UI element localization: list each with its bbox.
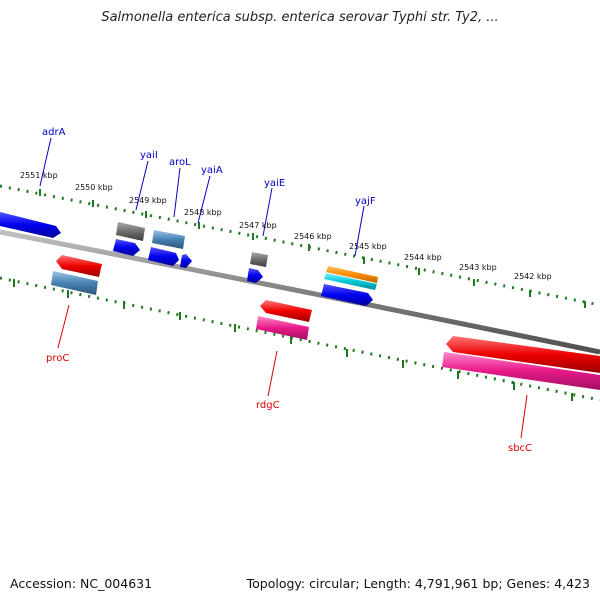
scale-label: 2544 kbp (404, 253, 442, 262)
gene-label-yaiI: yaiI (140, 150, 158, 161)
reverse-strand-features[interactable] (51, 255, 600, 390)
scale-label: 2548 kbp (184, 208, 222, 217)
gene-label-yaiE: yaiE (264, 178, 285, 189)
gene-label-rdgC: rdgC (256, 400, 280, 411)
gene-yaiE[interactable] (247, 252, 268, 283)
scale-label: 2545 kbp (349, 242, 387, 251)
scale-labels: 2551 kbp 2550 kbp 2549 kbp 2548 kbp 2547… (20, 171, 552, 281)
gene-aroL[interactable] (148, 230, 185, 266)
inner-ruler-ticks (13, 279, 573, 401)
gene-proC[interactable] (51, 255, 102, 295)
scale-label: 2543 kbp (459, 263, 497, 272)
genome-backbone (0, 229, 600, 355)
gene-label-adrA: adrA (42, 127, 66, 138)
map-title: Salmonella enterica subsp. enterica sero… (101, 10, 499, 25)
scale-label: 2546 kbp (294, 232, 332, 241)
gene-label-yajF: yajF (355, 196, 376, 207)
gene-yaiA[interactable] (180, 254, 192, 268)
reverse-gene-labels: proC rdgC sbcC (46, 304, 532, 454)
accession-text: Accession: NC_004631 (10, 576, 153, 591)
gene-yajF[interactable] (321, 266, 378, 306)
gene-rdgC[interactable] (256, 300, 312, 340)
gene-adrA[interactable] (0, 212, 61, 238)
gene-label-proC: proC (46, 353, 69, 364)
scale-label: 2542 kbp (514, 272, 552, 281)
scale-label: 2549 kbp (129, 196, 167, 205)
forward-gene-labels: adrA yaiI aroL yaiA yaiE yajF (39, 127, 376, 257)
forward-strand-features[interactable] (0, 212, 378, 306)
gene-label-sbcC: sbcC (508, 443, 532, 454)
gene-sbcC[interactable] (442, 336, 600, 390)
gene-yaiI[interactable] (113, 222, 145, 256)
inner-ruler-dots (0, 276, 600, 402)
outer-ruler-ticks (39, 189, 586, 308)
gene-label-yaiA: yaiA (201, 165, 223, 176)
topology-text: Topology: circular; Length: 4,791,961 bp… (246, 576, 590, 591)
scale-label: 2547 kbp (239, 221, 277, 230)
scale-label: 2550 kbp (75, 183, 113, 192)
scale-label: 2551 kbp (20, 171, 58, 180)
gene-label-aroL: aroL (169, 157, 191, 168)
